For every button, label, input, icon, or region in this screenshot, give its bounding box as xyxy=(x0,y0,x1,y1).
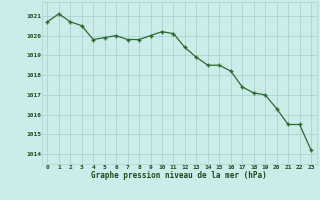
X-axis label: Graphe pression niveau de la mer (hPa): Graphe pression niveau de la mer (hPa) xyxy=(91,171,267,180)
